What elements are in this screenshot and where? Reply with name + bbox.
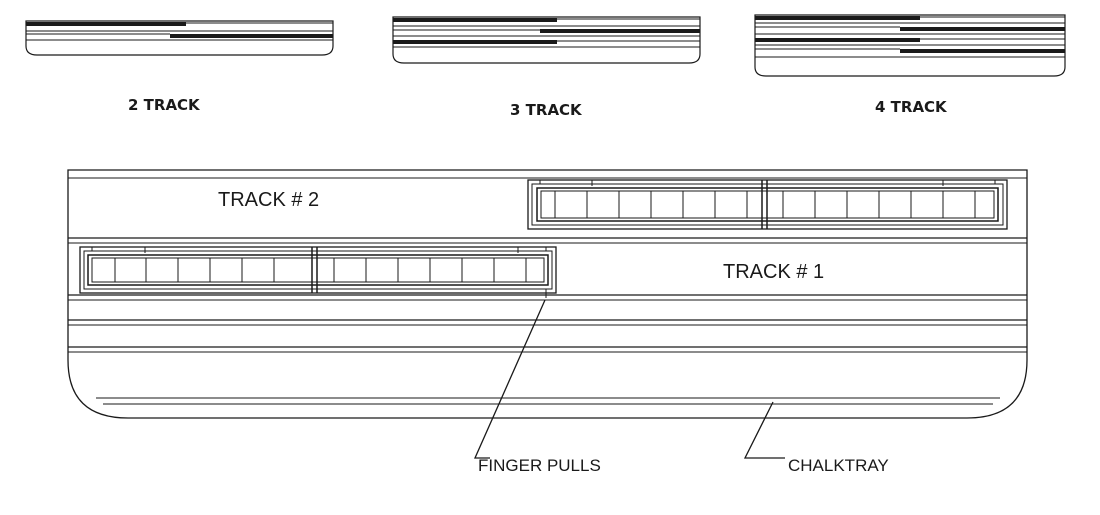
track-2-label: TRACK # 2 [218, 189, 319, 211]
four-track-label: 4 TRACK [875, 98, 948, 116]
finger-pulls-leader [474, 299, 546, 459]
three-track-label: 3 TRACK [510, 101, 583, 119]
track-1-panel [79, 246, 557, 298]
finger-pulls-label: FINGER PULLS [478, 456, 601, 475]
three-track-section [392, 16, 701, 64]
track-2-panel [527, 179, 1008, 230]
chalktray-label: CHALKTRAY [788, 456, 889, 475]
leader-lines [474, 299, 785, 459]
chalktray-leader [743, 401, 785, 459]
track-1-label: TRACK # 1 [723, 261, 824, 283]
two-track-label: 2 TRACK [128, 96, 201, 114]
two-track-section [25, 20, 334, 56]
main-section-view [67, 169, 1028, 419]
four-track-section [754, 14, 1066, 77]
